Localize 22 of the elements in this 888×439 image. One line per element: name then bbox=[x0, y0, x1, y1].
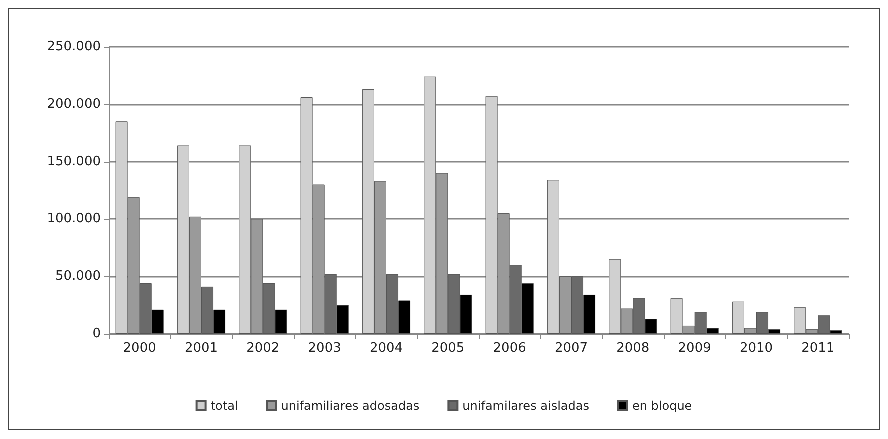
y-tick-label: 150.000 bbox=[47, 154, 101, 170]
y-tick-label: 250.000 bbox=[47, 40, 101, 54]
x-tick-label: 2011 bbox=[802, 341, 835, 356]
x-tick-label: 2008 bbox=[616, 341, 650, 356]
legend-label: unifamiliares adosadas bbox=[281, 399, 420, 413]
legend-label: unifamilares aisladas bbox=[462, 399, 590, 413]
y-tick-label: 200.000 bbox=[47, 96, 101, 112]
x-tick-label: 2000 bbox=[123, 341, 156, 356]
y-tick-label: 100.000 bbox=[47, 212, 101, 227]
x-tick-label: 2005 bbox=[432, 341, 465, 356]
y-tick-label: 50.000 bbox=[56, 269, 101, 284]
x-tick-label: 2009 bbox=[678, 341, 712, 356]
legend-label: total bbox=[210, 399, 238, 413]
x-tick-label: 2007 bbox=[554, 341, 588, 356]
y-tick-label: 0 bbox=[92, 326, 101, 342]
legend-label: en bloque bbox=[632, 399, 692, 413]
x-tick-label: 2006 bbox=[493, 341, 526, 356]
x-tick-label: 2002 bbox=[246, 341, 280, 356]
x-tick-label: 2003 bbox=[308, 341, 342, 356]
x-tick-label: 2004 bbox=[370, 341, 404, 356]
x-tick-label: 2010 bbox=[740, 341, 774, 356]
x-tick-label: 2001 bbox=[184, 341, 218, 356]
